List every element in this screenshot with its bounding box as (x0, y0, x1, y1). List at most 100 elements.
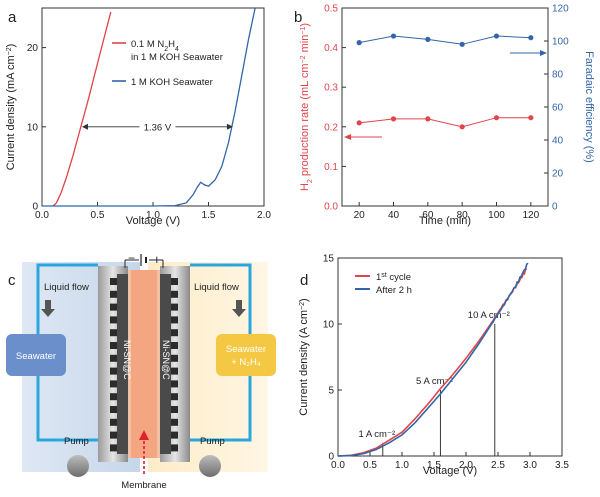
membrane-label: Membrane (121, 480, 166, 491)
cathode-catalyst-block (110, 431, 117, 439)
x-tick-label-d: 1.5 (427, 460, 441, 471)
legend-label-first-cycle: 1st cycle (376, 272, 411, 284)
series-line-h2-rate (359, 117, 531, 128)
data-point-h2-rate (528, 115, 534, 121)
gap-arrow-head-left (81, 123, 88, 130)
panel-label-c: c (8, 272, 16, 289)
y-tick-label-b-left: 0.5 (324, 4, 338, 15)
gap-label: 1.36 V (144, 122, 172, 133)
anode-catalyst-block (171, 290, 178, 298)
anode-catalyst-block (171, 418, 178, 426)
series-line-n2h4 (52, 11, 112, 207)
y-axis-label-b-right: Faradaic efficiency (%) (583, 51, 595, 163)
electrode-label-left: Ni-SN@C (122, 340, 132, 380)
anode-catalyst-block (171, 303, 178, 311)
panel-label-b: b (294, 9, 302, 26)
legend-label-after-2h: After 2 h (376, 285, 412, 296)
flow-arrow-right (232, 300, 246, 317)
plot-frame-d (337, 257, 563, 457)
x-tick-label-d: 0.5 (363, 460, 377, 471)
flow-arrow-left (41, 300, 55, 317)
y-tick-label-a: 20 (27, 43, 39, 54)
series-line-after-2h (337, 262, 529, 457)
y-tick-label-a: 10 (27, 122, 39, 133)
y-axis-label-b-left: H2 production rate (mL cm−2 min−1) (299, 23, 314, 191)
y-tick-label-b-left: 0.4 (324, 43, 338, 54)
y-tick-label-d: 15 (323, 254, 335, 265)
y-tick-label-b-right: 20 (552, 169, 564, 180)
series-line-faradaic (359, 35, 531, 45)
x-tick-label-d: 0.0 (331, 460, 345, 471)
gap-label-bg (139, 119, 176, 133)
current-density-annotation: 5 A cm⁻² (416, 376, 453, 387)
data-point-faradaic (356, 40, 362, 46)
gap-arrow-head-right (226, 123, 233, 130)
cathode-catalyst-block (110, 367, 117, 375)
anode-catalyst-block (171, 329, 178, 337)
panel-label-d: d (300, 272, 308, 289)
data-point-h2-rate (493, 115, 500, 121)
chart-panel-d: 0.0 0.5 1.0 1.5 2.0 2.5 3.0 3.5 0 5 10 15 1 A cm⁻² 5… (298, 254, 569, 478)
membrane-pointer-arrow (139, 430, 149, 474)
liquid-flow-label-right: Liquid flow (194, 282, 239, 293)
cathode-catalyst-block (110, 444, 117, 452)
y-axis-label-d: Current density (A cm−2) (298, 298, 310, 415)
x-tick-label-b: 20 (354, 210, 366, 221)
anode-catalyst-block (171, 393, 178, 401)
y-axis-label-a: Current density (mA cm−2) (5, 44, 17, 171)
y-tick-label-b-right: 40 (552, 136, 564, 147)
y-tick-label-b-left: 0.0 (324, 202, 338, 213)
data-point-faradaic (459, 41, 465, 47)
cathode-catalyst-layer (117, 274, 128, 454)
series-line-koh (42, 7, 256, 207)
y-tick-label-b-right: 0 (552, 202, 558, 213)
liquid-flow-label-left: Liquid flow (44, 282, 89, 293)
legend-label-n2h4-line2: in 1 M KOH Seawater (131, 52, 223, 63)
data-point-faradaic (390, 33, 397, 39)
x-tick-label-a: 0.0 (35, 210, 49, 221)
y-tick-label-b-right: 100 (552, 37, 569, 48)
plot-frame-a (41, 7, 265, 207)
minus-terminal: − (128, 251, 135, 265)
anode-catalyst-block (171, 354, 178, 362)
cathode-catalyst-block (110, 354, 117, 362)
cathode-catalyst-block (110, 418, 117, 426)
anode-catalyst-block (171, 406, 178, 413)
plus-terminal: + (153, 252, 161, 267)
anode-catalyst-layer (160, 274, 171, 454)
seawater-hydrazine-label-line2: + N₂H₄ (231, 357, 261, 368)
x-tick-label-d: 3.5 (555, 460, 569, 471)
x-axis-label-a: Voltage (V) (126, 215, 180, 227)
pump-right-icon (199, 455, 221, 477)
y-tick-label-b-left: 0.2 (324, 122, 338, 133)
y-tick-label-b-right: 120 (552, 4, 569, 15)
pump-left-icon (67, 455, 89, 477)
y-tick-label-b-right: 60 (552, 103, 564, 114)
y-tick-label-d: 0 (328, 452, 334, 463)
cathode-catalyst-block (110, 316, 117, 324)
x-tick-label-d: 1.0 (395, 460, 409, 471)
anode-catalyst-block (171, 316, 178, 324)
cathode-catalyst-block (110, 303, 117, 311)
y-tick-label-b-left: 0.1 (324, 162, 338, 173)
arrow-to-right-axis (510, 50, 547, 56)
pump-label-right: Pump (200, 436, 225, 447)
membrane (131, 270, 157, 458)
data-point-faradaic (528, 35, 534, 41)
y-tick-label-d: 5 (328, 386, 334, 397)
anode-catalyst-block (171, 278, 178, 285)
data-point-h2-rate (390, 116, 397, 122)
x-axis-label-d: Voltage (V) (423, 465, 477, 477)
x-tick-label-a: 0.5 (91, 210, 105, 221)
cathode-catalyst-block (110, 278, 117, 285)
anode-catalyst-block (171, 367, 178, 375)
current-density-annotation: 10 A cm⁻² (468, 310, 510, 321)
arrow-to-left-axis (344, 134, 382, 140)
x-tick-label-b: 40 (388, 210, 400, 221)
chart-panel-b: 20 40 60 80 100 120 0.0 0.1 0.2 0.3 0.4 0.5 0 20 40 60 8… (299, 4, 595, 228)
x-tick-label-d: 2.0 (459, 460, 473, 471)
anode-catalyst-block (171, 380, 178, 388)
data-point-h2-rate (356, 120, 362, 126)
legend-label-koh: 1 M KOH Seawater (131, 77, 213, 88)
